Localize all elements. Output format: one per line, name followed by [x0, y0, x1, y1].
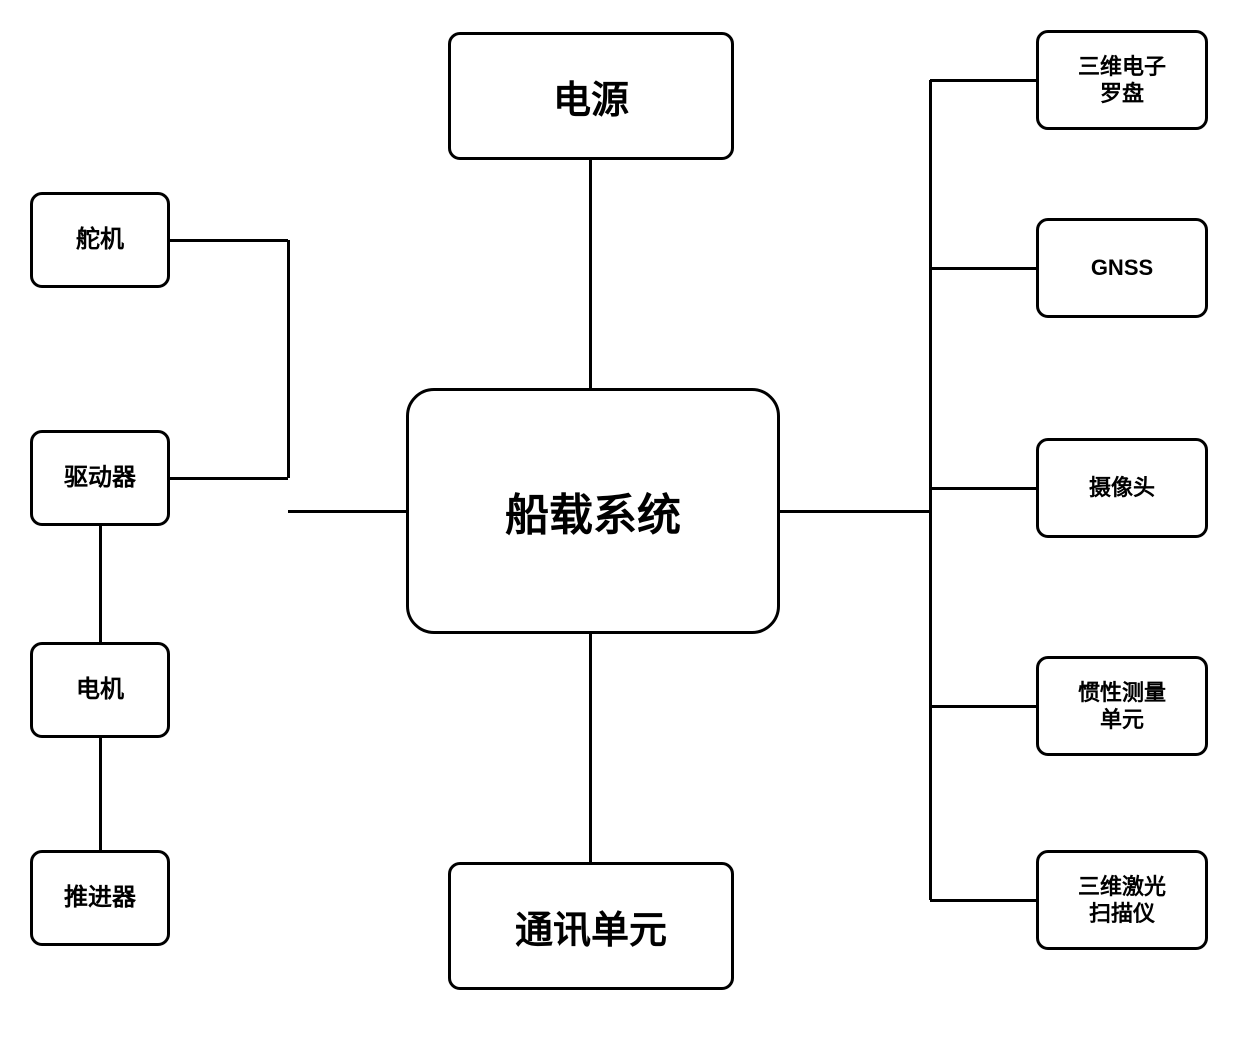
left-node-1: 驱动器 — [30, 430, 170, 526]
left-node-label-0: 舵机 — [76, 224, 124, 255]
connector-line — [930, 705, 1036, 708]
connector-line — [930, 267, 1036, 270]
connector-line — [170, 239, 288, 242]
connector-line — [288, 510, 406, 513]
center-node: 船载系统 — [406, 388, 780, 634]
connector-line — [930, 487, 1036, 490]
left-node-label-2: 电机 — [76, 674, 124, 705]
top-label: 电源 — [553, 69, 629, 124]
right-node-label-3: 惯性测量 单元 — [1078, 679, 1166, 734]
connector-line — [170, 477, 288, 480]
left-node-3: 推进器 — [30, 850, 170, 946]
connector-line — [930, 899, 1036, 902]
left-node-2: 电机 — [30, 642, 170, 738]
center-label: 船载系统 — [505, 479, 681, 543]
right-node-label-1: GNSS — [1091, 254, 1153, 282]
bottom-node-comm: 通讯单元 — [448, 862, 734, 990]
connector-line — [99, 738, 102, 850]
left-node-0: 舵机 — [30, 192, 170, 288]
right-node-0: 三维电子 罗盘 — [1036, 30, 1208, 130]
right-node-2: 摄像头 — [1036, 438, 1208, 538]
right-node-label-0: 三维电子 罗盘 — [1078, 53, 1166, 108]
connector-line — [930, 79, 1036, 82]
right-node-label-2: 摄像头 — [1089, 474, 1155, 502]
left-node-label-1: 驱动器 — [64, 462, 136, 493]
top-node-power: 电源 — [448, 32, 734, 160]
connector-line — [780, 510, 930, 513]
right-node-1: GNSS — [1036, 218, 1208, 318]
connector-line — [929, 80, 932, 900]
connector-line — [589, 634, 592, 862]
connector-line — [99, 526, 102, 642]
left-node-label-3: 推进器 — [64, 882, 136, 913]
bottom-label: 通讯单元 — [515, 899, 667, 954]
right-node-3: 惯性测量 单元 — [1036, 656, 1208, 756]
connector-line — [287, 240, 290, 478]
right-node-4: 三维激光 扫描仪 — [1036, 850, 1208, 950]
connector-line — [589, 160, 592, 388]
right-node-label-4: 三维激光 扫描仪 — [1078, 873, 1166, 928]
